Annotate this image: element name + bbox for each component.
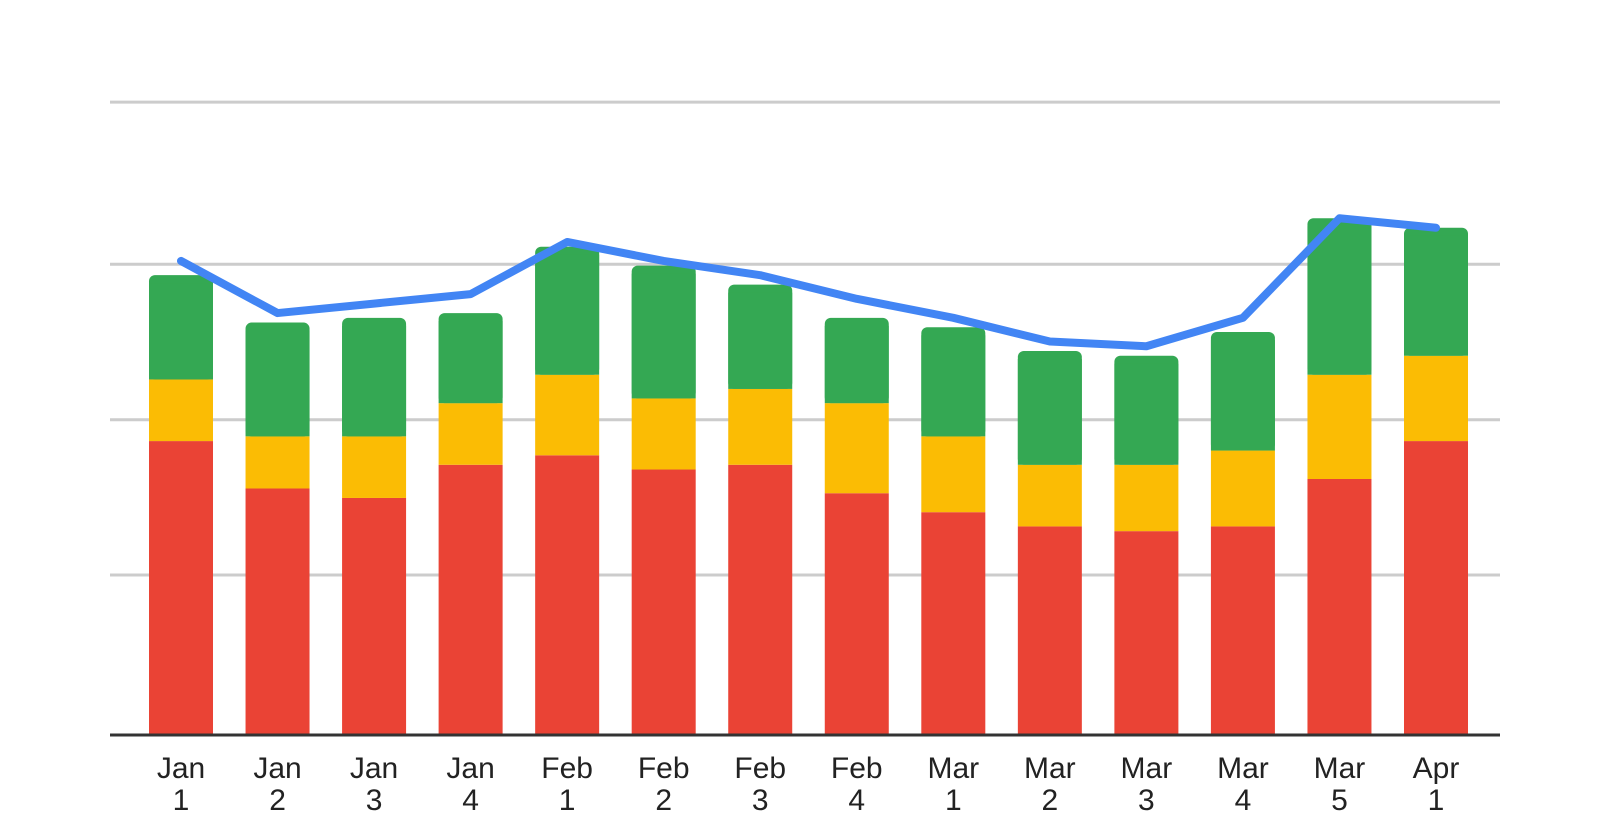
x-tick-label-week: 4 bbox=[1235, 784, 1252, 817]
x-tick-label-7: Feb 3 bbox=[734, 752, 786, 817]
x-tick-label-month: Jan bbox=[253, 752, 301, 785]
bar-segment-3-series-2 bbox=[342, 436, 407, 498]
x-tick-label-month: Feb bbox=[638, 752, 690, 785]
bar-segment-2-series-2 bbox=[245, 436, 310, 489]
bar-segment-1-series-1 bbox=[149, 441, 213, 735]
x-tick-label-5: Feb 1 bbox=[541, 752, 593, 817]
x-tick-label-8: Feb 4 bbox=[831, 752, 883, 817]
bar-segment-1-series-3-fill bbox=[149, 283, 213, 380]
bar-segment-13-series-3-fill bbox=[1307, 226, 1372, 375]
bar-segment-2-series-1 bbox=[245, 488, 310, 735]
x-tick-label-3: Jan 3 bbox=[350, 752, 398, 817]
x-tick-label-11: Mar 3 bbox=[1121, 752, 1173, 817]
x-tick-label-month: Feb bbox=[831, 752, 883, 785]
bar-segment-13-series-1 bbox=[1307, 479, 1372, 735]
bar-segment-3-series-3-fill bbox=[342, 325, 407, 437]
x-tick-label-week: 4 bbox=[462, 784, 479, 817]
bar-segment-6-series-1 bbox=[631, 469, 696, 735]
x-tick-label-month: Jan bbox=[446, 752, 494, 785]
x-tick-label-9: Mar 1 bbox=[927, 752, 979, 817]
bar-segment-5-series-1 bbox=[535, 455, 600, 735]
bar-segment-14-series-3-fill bbox=[1404, 235, 1468, 356]
x-tick-label-week: 4 bbox=[848, 784, 865, 817]
bar-segment-7-series-1 bbox=[728, 464, 793, 735]
x-tick-label-month: Mar bbox=[1314, 752, 1366, 785]
gridlines bbox=[110, 100, 1500, 577]
x-tick-label-week: 1 bbox=[945, 784, 962, 817]
x-tick-label-month: Feb bbox=[734, 752, 786, 785]
trend-line bbox=[177, 214, 1440, 351]
bar-segment-4-series-1 bbox=[438, 464, 503, 735]
bar-segment-3-series-1 bbox=[342, 497, 407, 735]
x-tick-label-week: 2 bbox=[655, 784, 672, 817]
bars bbox=[149, 218, 1468, 735]
bar-segment-10-series-2 bbox=[1017, 464, 1082, 527]
bar-segment-11-series-3-fill bbox=[1114, 363, 1179, 465]
bar-segment-6-series-2 bbox=[631, 398, 696, 470]
trend-line-layer bbox=[177, 214, 1440, 351]
bar-segment-4-series-3-fill bbox=[438, 321, 503, 404]
x-tick-label-month: Feb bbox=[541, 752, 593, 785]
bar-segment-8-series-1 bbox=[824, 493, 889, 735]
x-tick-label-month: Mar bbox=[1217, 752, 1269, 785]
x-tick-label-week: 1 bbox=[559, 784, 576, 817]
x-tick-label-week: 3 bbox=[1138, 784, 1155, 817]
x-tick-label-14: Apr 1 bbox=[1413, 752, 1460, 817]
x-tick-label-10: Mar 2 bbox=[1024, 752, 1076, 817]
x-tick-label-month: Mar bbox=[927, 752, 979, 785]
bar-segment-14-series-1 bbox=[1404, 441, 1468, 735]
x-tick-label-month: Jan bbox=[157, 752, 205, 785]
bar-segment-11-series-1 bbox=[1114, 531, 1179, 735]
x-tick-label-week: 2 bbox=[269, 784, 286, 817]
bar-segment-12-series-2 bbox=[1210, 450, 1275, 527]
bar-segment-14-series-2 bbox=[1404, 355, 1468, 442]
bar-segment-6-series-3-fill bbox=[631, 273, 696, 399]
x-tick-label-1: Jan 1 bbox=[157, 752, 205, 817]
x-tick-label-4: Jan 4 bbox=[446, 752, 494, 817]
bar-segment-9-series-1 bbox=[921, 512, 986, 735]
bar-segment-5-series-2 bbox=[535, 374, 600, 456]
bar-segment-10-series-1 bbox=[1017, 526, 1082, 735]
bar-segment-8-series-2 bbox=[824, 403, 889, 494]
bar-segment-10-series-3-fill bbox=[1017, 359, 1082, 465]
x-tick-label-month: Mar bbox=[1121, 752, 1173, 785]
x-tick-label-week: 1 bbox=[1428, 784, 1445, 817]
bar-segment-11-series-2 bbox=[1114, 464, 1179, 532]
bar-segment-5-series-3-fill bbox=[535, 254, 600, 375]
x-tick-label-month: Jan bbox=[350, 752, 398, 785]
bar-segment-8-series-3-fill bbox=[824, 325, 889, 404]
bar-segment-2-series-3-fill bbox=[245, 330, 310, 437]
bar-segment-13-series-2 bbox=[1307, 374, 1372, 479]
x-tick-label-month: Mar bbox=[1024, 752, 1076, 785]
x-tick-label-13: Mar 5 bbox=[1314, 752, 1366, 817]
bar-segment-4-series-2 bbox=[438, 403, 503, 465]
bar-segment-9-series-2 bbox=[921, 436, 986, 513]
bar-segment-1-series-2 bbox=[149, 379, 213, 442]
bar-segment-7-series-3-fill bbox=[728, 292, 793, 389]
bar-segment-7-series-2 bbox=[728, 388, 793, 465]
x-tick-label-week: 5 bbox=[1331, 784, 1348, 817]
x-tick-label-2: Jan 2 bbox=[253, 752, 301, 817]
x-tick-label-6: Feb 2 bbox=[638, 752, 690, 817]
bar-segment-12-series-3-fill bbox=[1210, 340, 1275, 451]
bar-segment-9-series-3-fill bbox=[921, 335, 986, 437]
x-tick-label-week: 3 bbox=[752, 784, 769, 817]
x-tick-label-month: Apr bbox=[1413, 752, 1460, 785]
x-tick-label-week: 1 bbox=[173, 784, 190, 817]
x-tick-label-12: Mar 4 bbox=[1217, 752, 1269, 817]
x-tick-label-week: 3 bbox=[366, 784, 383, 817]
x-tick-label-week: 2 bbox=[1042, 784, 1059, 817]
bar-segment-12-series-1 bbox=[1210, 526, 1275, 735]
